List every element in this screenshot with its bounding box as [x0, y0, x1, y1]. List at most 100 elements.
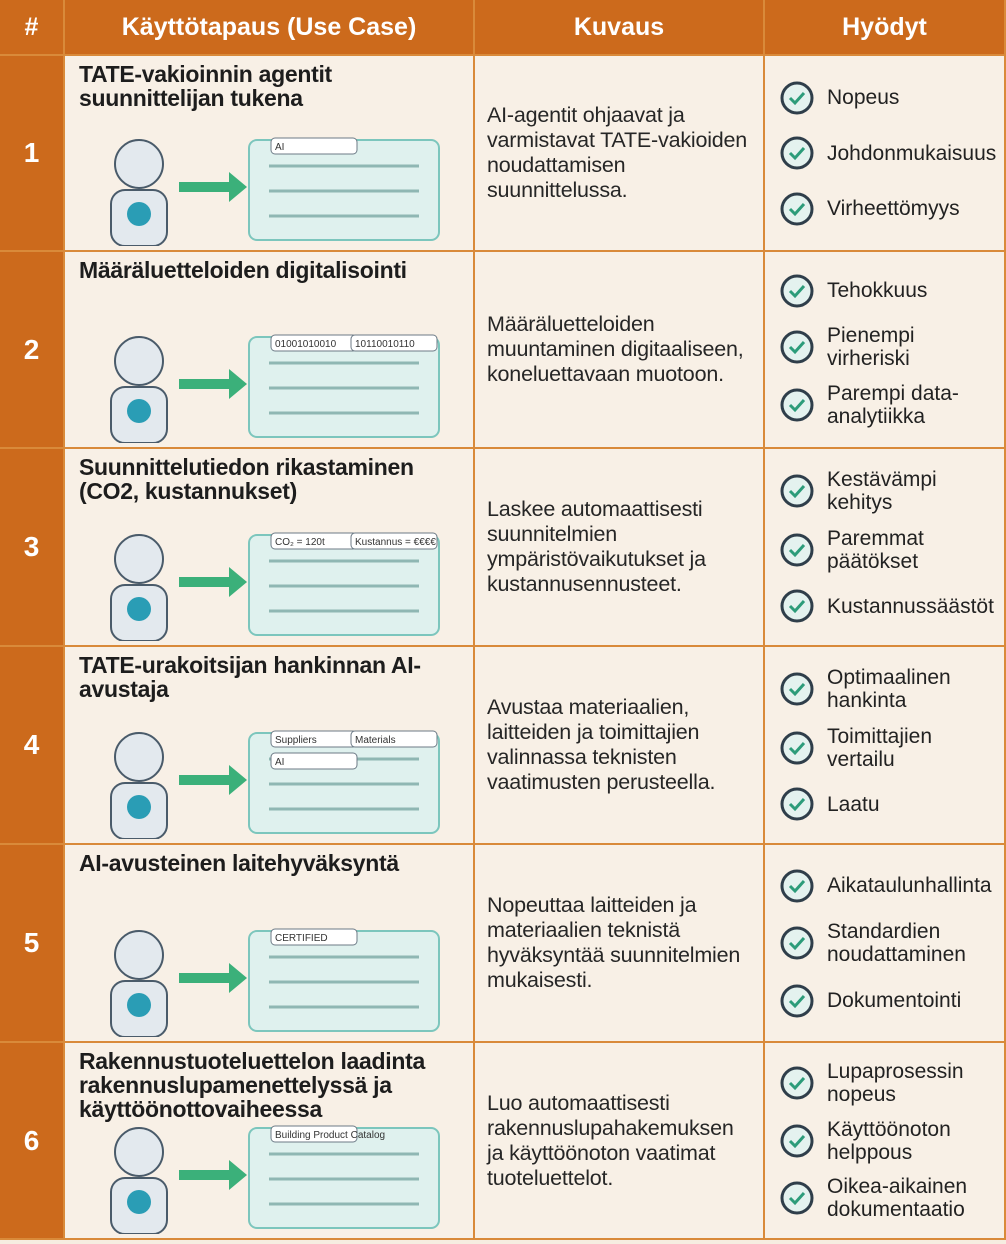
use-case-cell: Määräluetteloiden digitalisointi 01001010… [65, 252, 475, 449]
use-case-title: Suunnittelutiedon rikastaminen (CO2, kus… [79, 454, 414, 504]
label-box [350, 334, 438, 352]
use-case-title: Määräluetteloiden digitalisointi [79, 257, 407, 283]
icon-ring [780, 1066, 814, 1100]
illustration-label: Suppliers [275, 735, 317, 746]
arrow-head [229, 369, 247, 399]
figure-head [114, 1127, 164, 1177]
benefit: Oikea-aikainen dokumentaatio [777, 1175, 1004, 1221]
benefit-icon [780, 192, 814, 225]
benefit-icon [780, 672, 814, 706]
icon-ring [780, 330, 814, 363]
illustration: Building Product Catalog [110, 1125, 440, 1234]
illustration-label: Building Product Catalog [275, 1130, 385, 1141]
illustration-label: AI [275, 757, 284, 768]
arrow-head [229, 1160, 247, 1190]
benefit-icon [780, 81, 814, 114]
arrow-shaft [179, 379, 229, 389]
description: Avustaa materiaalien, laitteiden ja toim… [475, 647, 765, 845]
icon-ring [780, 926, 814, 960]
benefit-icon [780, 787, 814, 821]
benefit: Lupaprosessin nopeus [777, 1060, 1004, 1106]
figure-head [114, 139, 164, 189]
benefit: Laatu [777, 784, 1004, 824]
benefit: Kustannussäästöt [777, 586, 1004, 626]
illustration-label: 01001010010 [275, 339, 337, 350]
benefit: Parempi data-analytiikka [777, 382, 1004, 428]
benefit-icon [780, 274, 814, 308]
benefit: Optimaalinen hankinta [777, 666, 1004, 712]
benefit-text: Oikea-aikainen dokumentaatio [827, 1174, 968, 1221]
benefit-text: Optimaalinen hankinta [827, 666, 951, 712]
benefit-icon [780, 388, 814, 422]
benefit-icon [780, 474, 814, 508]
figure-badge [127, 795, 151, 819]
icon-ring [780, 274, 814, 308]
benefit: Toimittajien vertailu [777, 725, 1004, 771]
benefit: Tehokkuus [777, 271, 1004, 311]
arrow-shaft [179, 1170, 229, 1180]
icon-check [788, 682, 806, 697]
benefit-text: Pienempi virheriski [827, 323, 915, 370]
use-case-title: TATE-urakoitsijan hankinnan AI-avustaja [79, 652, 421, 702]
benefit-icon [780, 1066, 814, 1100]
icon-ring [780, 984, 814, 1017]
figure-head [114, 534, 164, 584]
icon-check [788, 399, 806, 413]
illustration-label: AI [275, 142, 284, 153]
row-number: 2 [0, 252, 65, 449]
benefit-text: Tehokkuus [827, 279, 928, 303]
header-cell: Hyödyt [765, 0, 1006, 56]
benefit: Nopeus [777, 78, 1004, 118]
benefits-cell: Optimaalinen hankinta Toimittajien vertai… [765, 647, 1006, 845]
benefit-icon [780, 533, 814, 567]
figure-badge [127, 1190, 151, 1214]
benefit: Dokumentointi [777, 981, 1004, 1021]
icon-ring [780, 81, 814, 114]
figure-badge [127, 597, 151, 621]
figure-head [114, 930, 164, 980]
illustration: AI [110, 137, 440, 246]
illustration: CERTIFIED [110, 928, 440, 1037]
label-box [270, 752, 358, 770]
benefit-text: Kestävämpi kehitys [827, 468, 937, 514]
label-box [270, 1125, 358, 1143]
icon-check [788, 797, 806, 812]
figure-badge [127, 993, 151, 1017]
icon-check [788, 1077, 806, 1091]
figure-head [114, 732, 164, 782]
illustration: Suppliers Materials AI [110, 730, 440, 839]
benefit-text: Toimittajien vertailu [827, 725, 933, 771]
illustration-label: CO₂ = 120t [275, 537, 325, 548]
header-cell: Käyttötapaus (Use Case) [65, 0, 475, 56]
icon-ring [780, 731, 814, 765]
benefit: Kestävämpi kehitys [777, 468, 1004, 514]
icon-ring [780, 672, 814, 706]
benefit-icon [780, 1181, 814, 1215]
benefit-icon [780, 330, 814, 363]
benefit-icon [780, 136, 814, 170]
arrow-shaft [179, 973, 229, 983]
benefit: Standardien noudattaminen [777, 920, 1004, 966]
row-number: 1 [0, 56, 65, 252]
icon-ring [780, 533, 814, 567]
benefit-text: Paremmat päätökset [827, 527, 924, 573]
icon-ring [780, 869, 814, 902]
label-box [350, 730, 438, 748]
description: AI-agentit ohjaavat ja varmistavat TATE-… [475, 56, 765, 252]
benefit: Pienempi virheriski [777, 324, 1004, 370]
label-box [270, 928, 358, 946]
use-case-cell: TATE-urakoitsijan hankinnan AI-avustaja S… [65, 647, 475, 845]
icon-check [788, 202, 806, 216]
icon-ring [780, 388, 814, 422]
icon-check [788, 91, 806, 105]
benefits-cell: Nopeus Johdonmukaisuus Virheettömyys [765, 56, 1006, 252]
benefit-text: Dokumentointi [827, 989, 962, 1012]
benefit: Aikataulunhallinta [777, 866, 1004, 906]
row-number: 4 [0, 647, 65, 845]
icon-check [788, 146, 806, 161]
icon-check [788, 340, 806, 354]
benefit-icon [780, 589, 814, 623]
description: Nopeuttaa laitteiden ja materiaalien tek… [475, 845, 765, 1043]
use-case-cell: TATE-vakioinnin agentit suunnittelijan t… [65, 56, 475, 252]
icon-check [788, 994, 806, 1008]
